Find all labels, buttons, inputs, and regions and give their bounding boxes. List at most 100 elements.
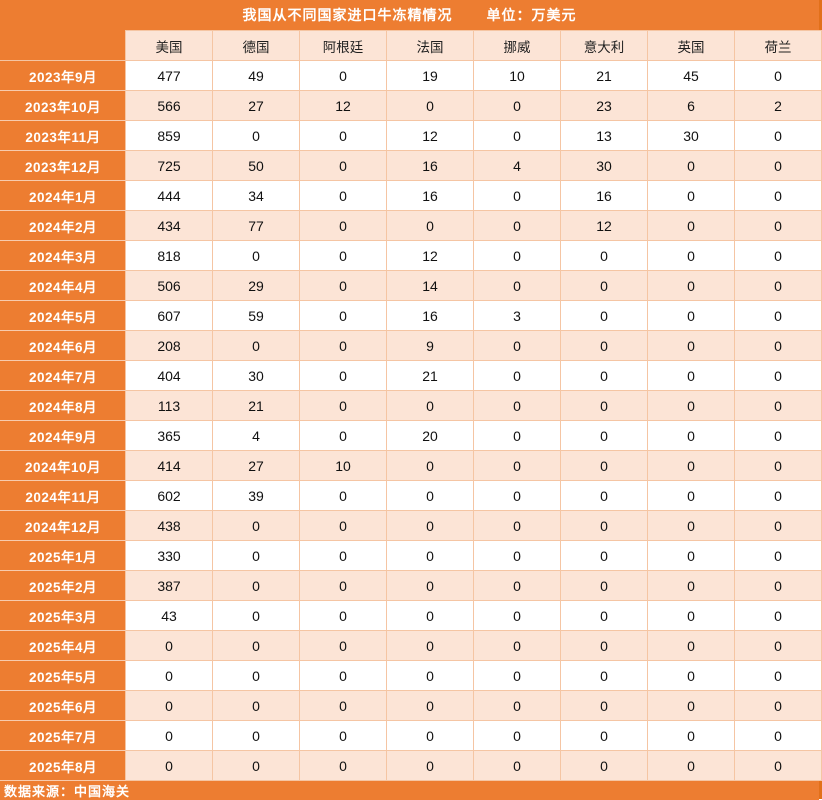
value-cell: 0 — [386, 210, 474, 241]
value-cell: 20 — [386, 420, 474, 451]
row-label: 2024年8月 — [0, 390, 126, 421]
value-cell: 387 — [125, 570, 213, 601]
row-label: 2025年4月 — [0, 630, 126, 661]
value-cell: 0 — [473, 120, 561, 151]
table-row: 2024年10月 414 27 10 0 0 0 0 0 — [0, 450, 822, 481]
header-row: 美国 德国 阿根廷 法国 挪威 意大利 英国 荷兰 — [0, 30, 822, 61]
value-cell: 0 — [299, 480, 387, 511]
value-cell: 34 — [212, 180, 300, 211]
value-cell: 0 — [647, 270, 735, 301]
row-label: 2024年3月 — [0, 240, 126, 271]
table-row: 2024年8月 113 21 0 0 0 0 0 0 — [0, 390, 822, 421]
value-cell: 0 — [560, 390, 648, 421]
row-label: 2025年1月 — [0, 540, 126, 571]
value-cell: 0 — [734, 480, 822, 511]
value-cell: 2 — [734, 90, 822, 121]
value-cell: 0 — [734, 210, 822, 241]
value-cell: 0 — [299, 570, 387, 601]
value-cell: 39 — [212, 480, 300, 511]
table-row: 2024年12月 438 0 0 0 0 0 0 0 — [0, 510, 822, 541]
table-row: 2024年9月 365 4 0 20 0 0 0 0 — [0, 420, 822, 451]
title-bar: 我国从不同国家进口牛冻精情况 单位：万美元 — [0, 0, 819, 30]
table-row: 2023年10月 566 27 12 0 0 23 6 2 — [0, 90, 822, 121]
value-cell: 0 — [386, 600, 474, 631]
import-data-table: 美国 德国 阿根廷 法国 挪威 意大利 英国 荷兰 2023年9月 477 49 0 19 10 21 45… — [0, 30, 822, 781]
value-cell: 6 — [647, 90, 735, 121]
unit-label: 单位：万美元 — [486, 7, 577, 23]
footer-bar: 数据来源：中国海关 — [0, 781, 819, 800]
value-cell: 21 — [212, 390, 300, 421]
row-label: 2024年1月 — [0, 180, 126, 211]
value-cell: 10 — [299, 450, 387, 481]
table-row: 2023年9月 477 49 0 19 10 21 45 0 — [0, 60, 822, 91]
value-cell: 0 — [125, 690, 213, 721]
value-cell: 0 — [299, 690, 387, 721]
value-cell: 0 — [473, 180, 561, 211]
column-header: 法国 — [386, 30, 474, 61]
value-cell: 0 — [734, 390, 822, 421]
value-cell: 0 — [125, 660, 213, 691]
value-cell: 0 — [299, 510, 387, 541]
value-cell: 16 — [560, 180, 648, 211]
row-label: 2025年5月 — [0, 660, 126, 691]
corner-cell — [0, 30, 126, 61]
value-cell: 0 — [647, 510, 735, 541]
column-header: 挪威 — [473, 30, 561, 61]
value-cell: 9 — [386, 330, 474, 361]
value-cell: 4 — [473, 150, 561, 181]
value-cell: 0 — [734, 330, 822, 361]
value-cell: 330 — [125, 540, 213, 571]
value-cell: 49 — [212, 60, 300, 91]
value-cell: 77 — [212, 210, 300, 241]
value-cell: 0 — [473, 570, 561, 601]
value-cell: 0 — [473, 510, 561, 541]
value-cell: 0 — [734, 630, 822, 661]
value-cell: 0 — [647, 720, 735, 751]
value-cell: 30 — [647, 120, 735, 151]
value-cell: 0 — [647, 600, 735, 631]
value-cell: 10 — [473, 60, 561, 91]
value-cell: 0 — [299, 330, 387, 361]
value-cell: 0 — [647, 570, 735, 601]
row-label: 2024年12月 — [0, 510, 126, 541]
value-cell: 0 — [734, 150, 822, 181]
value-cell: 0 — [560, 330, 648, 361]
table-row: 2024年7月 404 30 0 21 0 0 0 0 — [0, 360, 822, 391]
column-header: 意大利 — [560, 30, 648, 61]
value-cell: 0 — [386, 540, 474, 571]
table-row: 2025年1月 330 0 0 0 0 0 0 0 — [0, 540, 822, 571]
value-cell: 444 — [125, 180, 213, 211]
value-cell: 50 — [212, 150, 300, 181]
value-cell: 21 — [560, 60, 648, 91]
table-body: 2023年9月 477 49 0 19 10 21 45 0 2023年10月 566 27 12 0 0 2… — [0, 60, 822, 781]
value-cell: 0 — [386, 450, 474, 481]
value-cell: 0 — [212, 720, 300, 751]
table-row: 2025年4月 0 0 0 0 0 0 0 0 — [0, 630, 822, 661]
row-label: 2023年11月 — [0, 120, 126, 151]
value-cell: 0 — [560, 240, 648, 271]
value-cell: 12 — [560, 210, 648, 241]
value-cell: 0 — [734, 60, 822, 91]
value-cell: 12 — [386, 120, 474, 151]
row-label: 2025年3月 — [0, 600, 126, 631]
row-label: 2025年7月 — [0, 720, 126, 751]
value-cell: 0 — [647, 450, 735, 481]
table-row: 2025年2月 387 0 0 0 0 0 0 0 — [0, 570, 822, 601]
table-row: 2025年7月 0 0 0 0 0 0 0 0 — [0, 720, 822, 751]
value-cell: 0 — [647, 390, 735, 421]
value-cell: 0 — [560, 300, 648, 331]
value-cell: 30 — [212, 360, 300, 391]
value-cell: 0 — [473, 330, 561, 361]
data-source-label: 数据来源：中国海关 — [4, 784, 131, 799]
value-cell: 0 — [299, 630, 387, 661]
row-label: 2024年6月 — [0, 330, 126, 361]
row-label: 2024年5月 — [0, 300, 126, 331]
value-cell: 0 — [299, 720, 387, 751]
value-cell: 0 — [647, 660, 735, 691]
value-cell: 0 — [212, 660, 300, 691]
value-cell: 0 — [734, 600, 822, 631]
value-cell: 0 — [560, 600, 648, 631]
page-title: 我国从不同国家进口牛冻精情况 — [242, 7, 453, 23]
value-cell: 566 — [125, 90, 213, 121]
